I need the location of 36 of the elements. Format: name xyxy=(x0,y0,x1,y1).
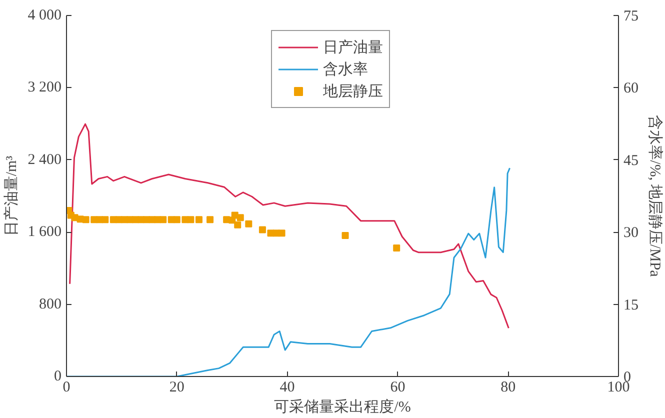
y-axis-title: 日产油量/m³ xyxy=(2,155,20,236)
point xyxy=(236,214,244,222)
legend-label: 日产油量 xyxy=(323,38,383,56)
point xyxy=(258,226,266,234)
x-axis-title: 可采储量采出程度/% xyxy=(274,398,411,416)
y2-tick-label: 30 xyxy=(624,225,638,242)
point xyxy=(342,232,349,239)
x-tick-label: 40 xyxy=(280,380,295,396)
point xyxy=(173,216,180,224)
y2-tick-label: 60 xyxy=(624,80,638,97)
point xyxy=(245,220,252,228)
x-tick-label: 20 xyxy=(169,380,184,396)
y2-tick-label: 45 xyxy=(624,152,638,169)
point xyxy=(102,216,109,224)
y-tick-label: 4 000 xyxy=(28,8,62,24)
y2-tick-label: 15 xyxy=(624,297,638,314)
legend-label: 地层静压 xyxy=(323,82,383,100)
line-series xyxy=(69,123,510,329)
point xyxy=(206,216,214,224)
y-tick-label: 0 xyxy=(54,368,62,384)
x-tick-label: 60 xyxy=(390,380,406,396)
point xyxy=(278,230,286,237)
point xyxy=(234,221,242,228)
y-tick-label: 2 400 xyxy=(28,152,62,168)
point xyxy=(160,216,167,224)
point xyxy=(393,244,400,252)
y-tick-label: 800 xyxy=(39,296,62,312)
y2-axis-title: 含水率/%, 地层静压/MPa xyxy=(646,115,664,278)
y-tick-label: 1 600 xyxy=(28,224,62,240)
x-tick-label: 80 xyxy=(500,380,516,396)
point xyxy=(82,216,90,224)
point xyxy=(187,216,194,224)
y2-tick-label: 75 xyxy=(624,8,638,24)
legend-label: 含水率 xyxy=(323,60,368,78)
y-tick-label: 3 200 xyxy=(28,80,62,96)
point xyxy=(195,216,202,224)
